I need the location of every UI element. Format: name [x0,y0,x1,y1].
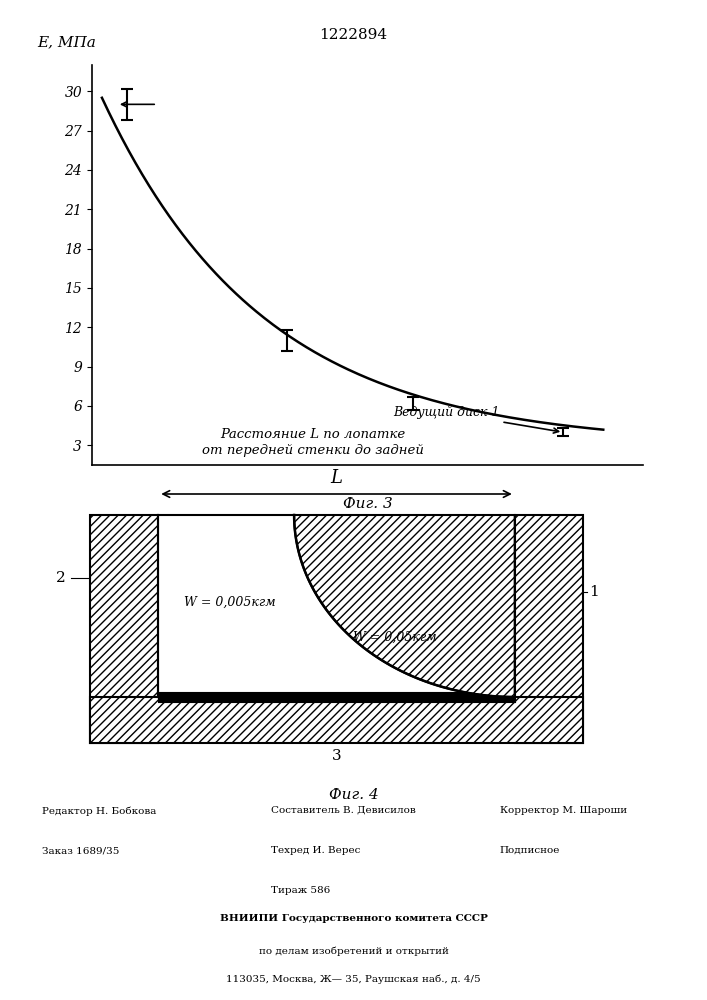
Text: Ведущий диск 1: Ведущий диск 1 [392,406,559,433]
Text: Подписное: Подписное [500,846,560,855]
Text: ВНИИПИ Государственного комитета СССР: ВНИИПИ Государственного комитета СССР [220,914,487,923]
Text: Составитель В. Девисилов: Составитель В. Девисилов [271,806,416,815]
Text: Редактор Н. Бобкова: Редактор Н. Бобкова [42,806,156,816]
Text: 113035, Москва, Ж— 35, Раушская наб., д. 4/5: 113035, Москва, Ж— 35, Раушская наб., д.… [226,974,481,984]
Text: 3: 3 [332,750,341,764]
Text: от передней стенки до задней: от передней стенки до задней [201,444,423,457]
Text: 2: 2 [56,571,66,585]
Bar [90,515,158,742]
Text: Техред И. Верес: Техред И. Верес [271,846,360,855]
Text: Корректор М. Шароши: Корректор М. Шароши [500,806,627,815]
Bar [90,697,583,742]
Text: E, МПа: E, МПа [37,35,95,49]
Polygon shape [294,515,515,697]
Text: по делам изобретений и открытий: по делам изобретений и открытий [259,946,448,956]
Text: Фиг. 3: Фиг. 3 [343,497,392,511]
Text: Тираж 586: Тираж 586 [271,886,330,895]
Bar [515,515,583,742]
Text: W = 0,005кгм: W = 0,005кгм [184,596,276,609]
Text: 1: 1 [589,585,599,599]
Text: L: L [331,469,342,487]
Text: Расстояние L по лопатке: Расстояние L по лопатке [220,428,405,441]
Text: Фиг. 4: Фиг. 4 [329,788,378,802]
Text: Заказ 1689/35: Заказ 1689/35 [42,846,119,855]
Text: W = 0,05кгм: W = 0,05кгм [354,631,437,644]
Text: 1222894: 1222894 [320,28,387,42]
